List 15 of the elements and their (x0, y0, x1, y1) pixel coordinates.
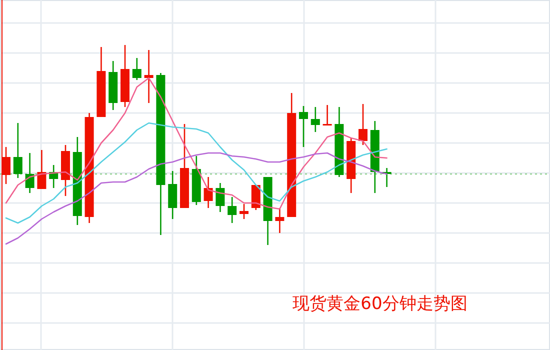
candlestick (144, 49, 154, 104)
candlestick (204, 176, 213, 209)
candlestick (228, 196, 237, 224)
candlestick (299, 105, 308, 148)
candlestick (275, 207, 284, 234)
candlestick (310, 106, 320, 133)
candlestick (322, 104, 332, 126)
candlestick (132, 57, 142, 81)
candlestick (13, 122, 22, 179)
candlestick (216, 182, 225, 213)
candlestick (37, 149, 46, 190)
candlestick (168, 170, 178, 220)
candlestick (358, 103, 368, 146)
text: 现货黄金60分钟走势图 (292, 294, 468, 314)
candlestick (240, 203, 248, 220)
